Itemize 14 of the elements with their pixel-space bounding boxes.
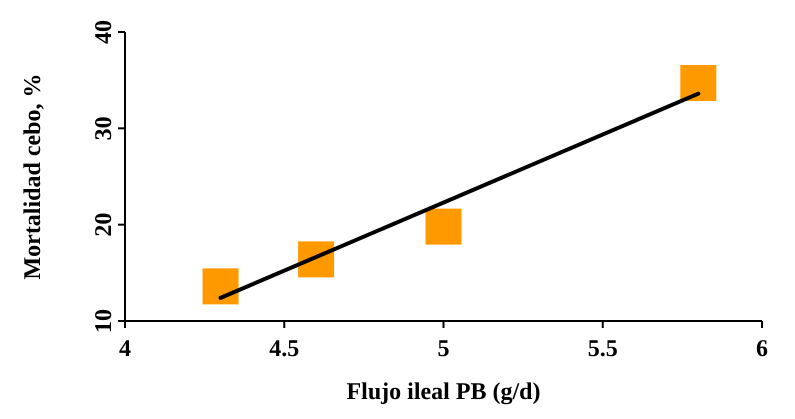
y-tick-label: 20 <box>91 212 117 237</box>
x-tick-label: 6 <box>756 336 768 362</box>
y-tick-label: 40 <box>91 20 117 44</box>
x-tick-label: 4 <box>119 336 131 362</box>
y-tick-label: 10 <box>91 309 117 333</box>
x-tick-label: 4.5 <box>269 336 300 362</box>
x-axis-title: Flujo ileal PB (g/d) <box>346 379 540 405</box>
point <box>426 208 462 245</box>
x-tick-label: 5.5 <box>588 336 618 362</box>
y-axis-title: Mortalidad cebo, % <box>20 74 46 280</box>
x-tick-label: 5 <box>438 336 450 362</box>
point <box>202 268 239 304</box>
y-tick-label: 30 <box>91 116 117 140</box>
point <box>680 65 716 102</box>
